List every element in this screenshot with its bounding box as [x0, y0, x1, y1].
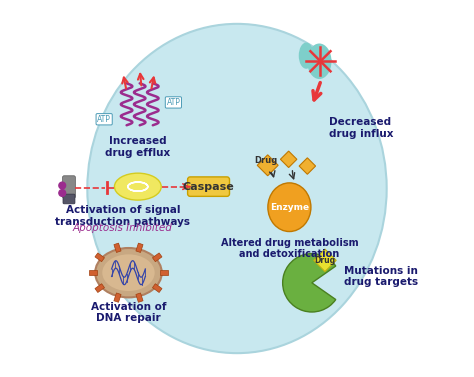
Text: Apoptosis Inhibited: Apoptosis Inhibited — [73, 223, 173, 233]
Polygon shape — [314, 249, 336, 271]
Polygon shape — [114, 243, 121, 253]
Polygon shape — [114, 293, 121, 302]
Polygon shape — [95, 284, 104, 293]
Polygon shape — [95, 253, 104, 262]
Text: Caspase: Caspase — [182, 182, 235, 192]
Text: Enzyme: Enzyme — [270, 203, 309, 212]
Ellipse shape — [307, 43, 331, 79]
Circle shape — [59, 190, 65, 196]
Text: Increased
drug efflux: Increased drug efflux — [105, 136, 171, 158]
Text: Drug: Drug — [314, 256, 336, 265]
Wedge shape — [283, 254, 336, 312]
Ellipse shape — [268, 183, 311, 231]
Polygon shape — [299, 158, 316, 174]
Polygon shape — [136, 243, 143, 253]
Text: ATP: ATP — [97, 115, 111, 124]
Ellipse shape — [299, 43, 314, 69]
Text: Altered drug metabolism
and detoxification: Altered drug metabolism and detoxificati… — [220, 238, 358, 259]
Text: Drug: Drug — [254, 156, 277, 165]
Ellipse shape — [87, 24, 387, 353]
Text: Activation of signal
transduction pathways: Activation of signal transduction pathwa… — [55, 205, 191, 227]
Polygon shape — [153, 284, 162, 293]
Text: Mutations in
drug targets: Mutations in drug targets — [344, 266, 418, 287]
Ellipse shape — [102, 254, 155, 291]
Polygon shape — [281, 151, 297, 167]
Ellipse shape — [95, 248, 162, 297]
FancyBboxPatch shape — [63, 176, 75, 198]
Polygon shape — [160, 270, 168, 275]
Polygon shape — [136, 293, 143, 302]
Ellipse shape — [114, 173, 161, 200]
Polygon shape — [257, 155, 278, 176]
Polygon shape — [89, 270, 97, 275]
Circle shape — [59, 182, 65, 189]
Polygon shape — [153, 253, 162, 262]
FancyBboxPatch shape — [188, 177, 229, 196]
Text: Activation of
DNA repair: Activation of DNA repair — [91, 302, 166, 323]
Text: ATP: ATP — [166, 98, 180, 107]
Text: Decreased
drug influx: Decreased drug influx — [328, 117, 393, 139]
FancyBboxPatch shape — [63, 194, 75, 204]
